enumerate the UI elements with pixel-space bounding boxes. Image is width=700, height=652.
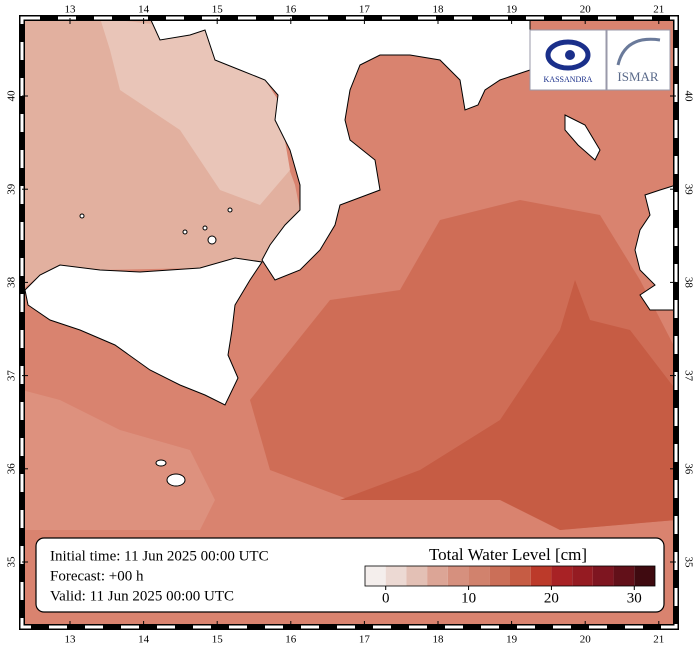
lat-label: 38 [6,276,18,288]
land [24,17,677,487]
lon-label: 14 [138,634,150,646]
frame-dashes [20,16,678,629]
lon-label: 19 [506,4,518,16]
lat-label: 38 [682,277,694,289]
lon-label: 16 [285,4,297,16]
lat-label: 37 [682,370,694,382]
lon-label: 13 [65,4,77,16]
lat-label: 35 [6,556,18,568]
lat-label: 39 [682,184,694,196]
colorbar-box [592,566,614,586]
sea-shade [22,390,215,530]
colorbar-title: Total Water Level [cm] [429,545,587,564]
colorbar-box [385,566,407,586]
lon-label: 20 [580,634,592,646]
logo-text: ISMAR [617,69,659,84]
lat-label: 36 [6,463,18,475]
lat-label: 36 [682,463,694,475]
lat-label: 37 [6,370,18,382]
sea-shade [340,280,676,530]
colorbar-box [613,566,635,586]
colorbar-tick-label: 30 [627,590,642,606]
colorbar-box [510,566,531,586]
lon-label: 13 [65,634,77,646]
colorbar-tick-label: 20 [544,590,559,606]
colorbar-frame [364,565,656,587]
lon-label: 17 [359,4,371,16]
colorbar-box [365,566,386,586]
info-text: Initial time: 11 Jun 2025 00:00 UTC [50,548,269,564]
lon-label: 18 [433,634,445,646]
colorbar-box [551,566,573,586]
colorbar-tick-label: 10 [461,590,476,606]
colorbar-tick-label: 0 [382,590,390,606]
lon-label: 16 [285,634,297,646]
colorbar-box [489,566,510,586]
lon-label: 20 [580,4,592,16]
logo-icon [565,50,575,60]
lat-label: 39 [6,183,18,195]
lon-label: 15 [212,634,224,646]
info-text: Forecast: +00 h [50,568,144,584]
colorbar-box [468,566,490,586]
colorbar-box [572,566,593,586]
lon-label: 19 [506,634,518,646]
info-box [35,537,665,613]
logo-icon [616,37,661,66]
info-text: Valid: 11 Jun 2025 00:00 UTC [50,588,234,604]
colorbar-box [406,566,428,586]
lon-label: 18 [433,4,445,16]
colorbar-box [447,566,469,586]
colorbar-box [427,566,448,586]
colorbar-box [530,566,552,586]
logo-icon [545,39,591,71]
lon-label: 15 [212,4,224,16]
lat-label: 40 [6,90,18,102]
logo-text: KASSANDRA [544,75,593,84]
logos: KASSANDRA ISMAR [529,29,671,91]
colorbar-box [634,566,655,586]
lon-label: 17 [359,634,371,646]
lon-label: 14 [138,4,150,16]
lat-label: 40 [682,91,694,103]
lon-label: 21 [653,634,664,646]
lat-label: 35 [682,557,694,569]
lon-label: 21 [653,4,664,16]
